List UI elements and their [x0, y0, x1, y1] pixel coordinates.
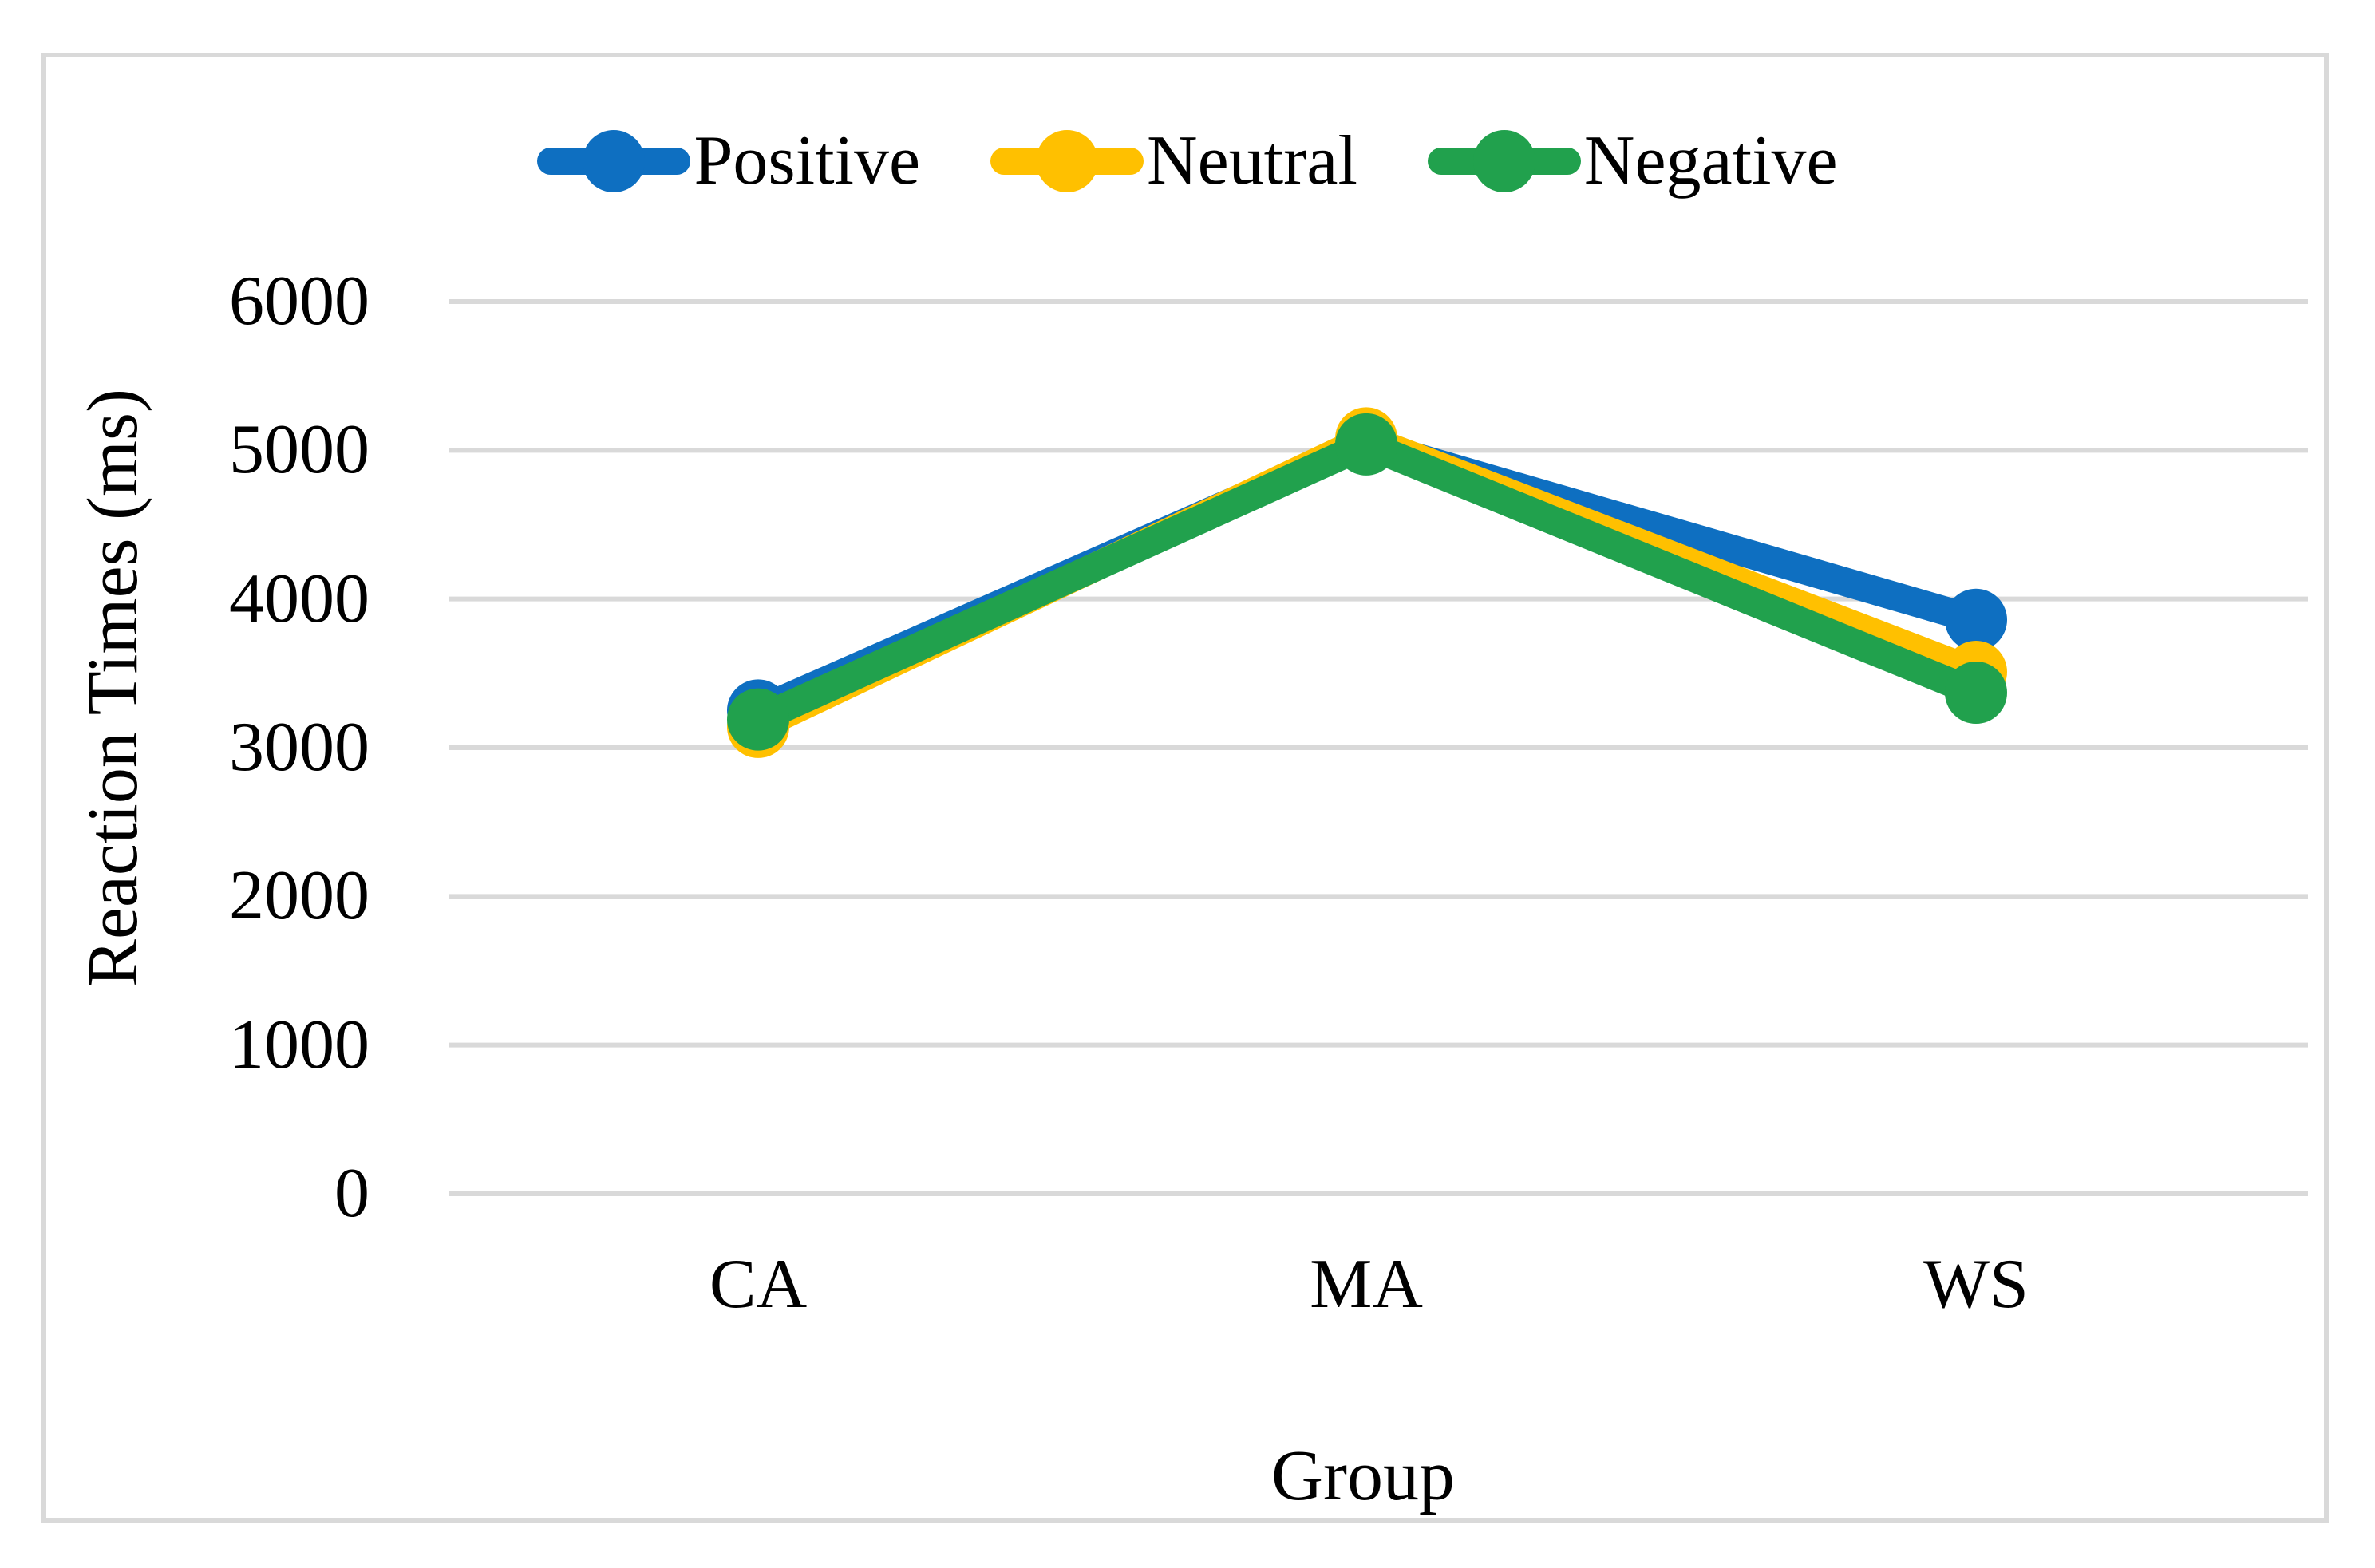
- x-axis-title: Group: [1271, 1436, 1455, 1515]
- data-point-positive-ws: [1945, 588, 2007, 651]
- positive-series-marker-icon: [537, 128, 691, 195]
- series-line-positive: [744, 429, 1990, 725]
- legend-item-neutral: Neutral: [990, 126, 1357, 196]
- x-tick-label-ws: WS: [1923, 1246, 2029, 1323]
- series-line-neutral: [744, 424, 1990, 741]
- y-tick-label-6000: 6000: [229, 263, 369, 340]
- negative-series-marker-icon: [1427, 128, 1581, 195]
- y-tick-label-4000: 4000: [229, 559, 369, 638]
- legend-item-positive: Positive: [537, 126, 920, 196]
- chart-border: [41, 53, 2329, 1523]
- y-tick-label-1000: 1000: [229, 1005, 369, 1084]
- legend-label-neutral: Neutral: [1147, 122, 1357, 199]
- neutral-series-marker-icon: [990, 128, 1144, 195]
- y-axis-title: Reaction Times (ms): [73, 388, 152, 988]
- y-tick-label-5000: 5000: [229, 411, 369, 489]
- y-tick-label-2000: 2000: [229, 857, 369, 935]
- series-layer: [727, 407, 2007, 758]
- data-point-negative-ma: [1335, 413, 1397, 476]
- legend-label-positive: Positive: [694, 122, 921, 199]
- legend-label-negative: Negative: [1583, 122, 1838, 199]
- series-line-negative: [744, 429, 1990, 734]
- x-tick-label-ca: CA: [709, 1246, 808, 1323]
- legend: Positive Neutral Negative: [0, 126, 2375, 196]
- y-tick-label-3000: 3000: [229, 709, 369, 786]
- x-tick-label-ma: MA: [1310, 1246, 1423, 1323]
- y-tick-label-0: 0: [334, 1155, 369, 1232]
- data-point-negative-ws: [1945, 662, 2007, 725]
- legend-item-negative: Negative: [1427, 122, 1838, 199]
- data-point-negative-ca: [727, 688, 789, 751]
